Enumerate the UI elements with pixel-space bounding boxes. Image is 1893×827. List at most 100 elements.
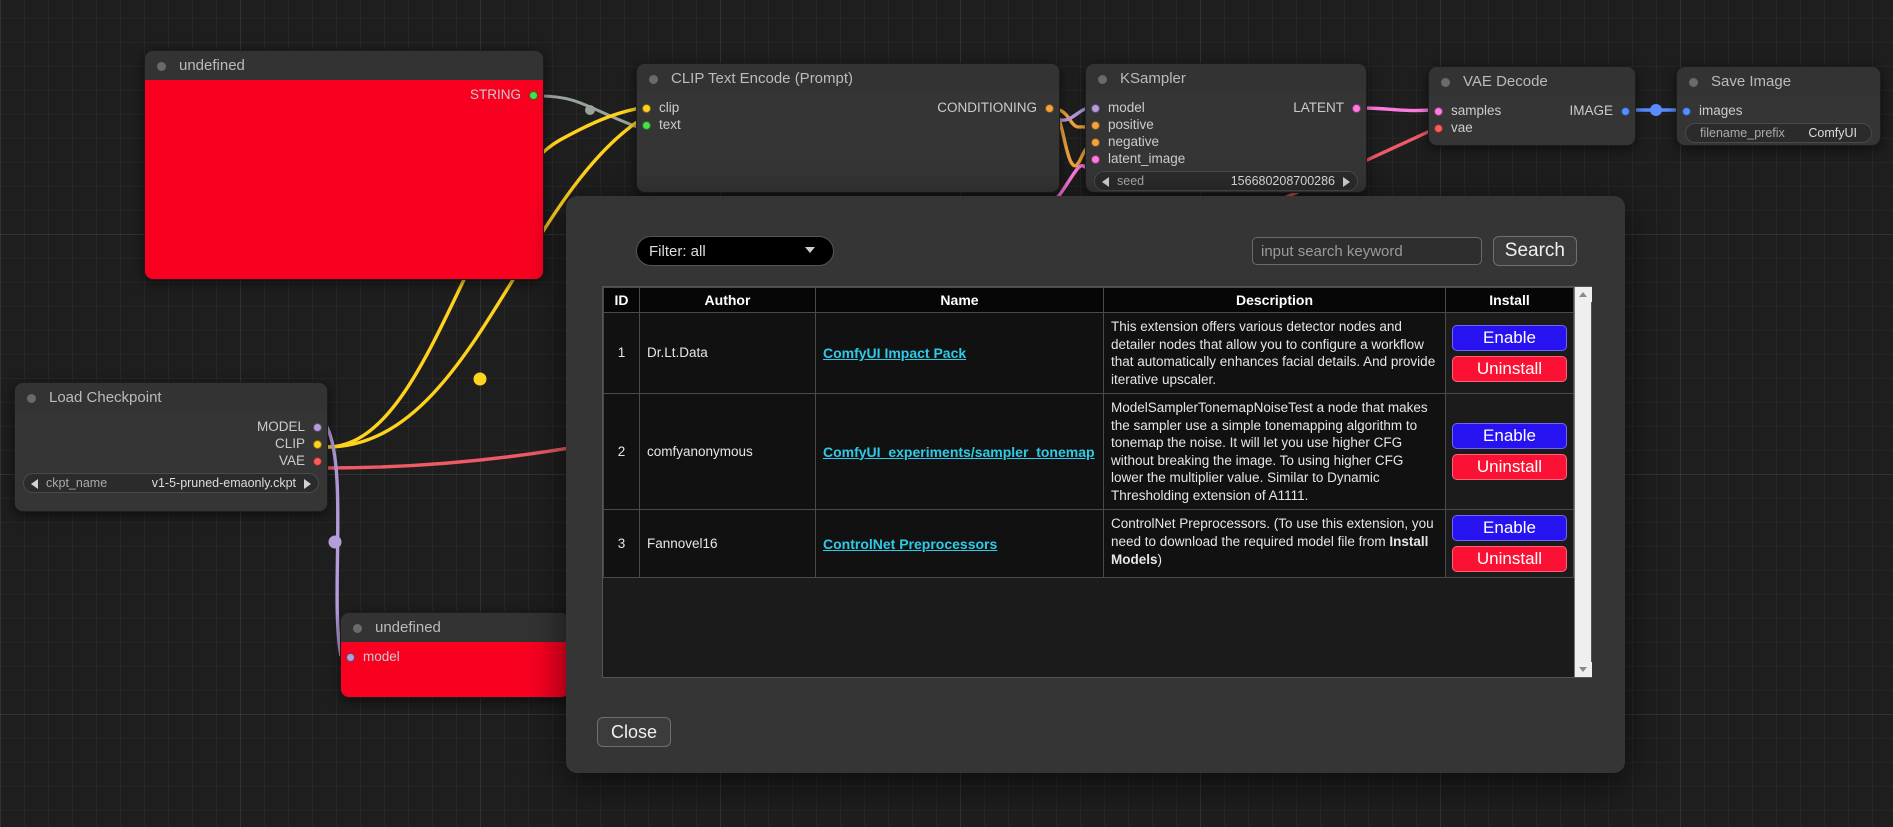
input-slot-samples[interactable]: samples <box>1429 102 1635 122</box>
node-collapse-icon[interactable] <box>1441 78 1450 87</box>
output-pin[interactable] <box>1352 104 1361 113</box>
input-slot-images[interactable]: images <box>1677 102 1880 122</box>
input-slot-latent_image[interactable]: latent_image <box>1086 150 1366 170</box>
node-slot-row: STRING <box>145 86 543 103</box>
widget-seed[interactable]: seed 156680208700286 <box>1094 171 1358 191</box>
extension-link[interactable]: ComfyUI Impact Pack <box>823 344 967 361</box>
output-pin[interactable] <box>313 440 322 449</box>
output-pin[interactable] <box>1621 107 1630 116</box>
table-row: 2 comfyanonymous ComfyUI_experiments/sampl… <box>603 393 1574 511</box>
input-pin[interactable] <box>1091 121 1100 130</box>
node-slot-row: positive <box>1086 116 1366 133</box>
input-slot-text[interactable]: text <box>637 116 1059 136</box>
node-title-label: undefined <box>179 57 245 74</box>
input-pin[interactable] <box>346 653 355 662</box>
output-pin[interactable] <box>529 91 538 100</box>
col-header-author: Author <box>639 287 816 313</box>
search-input[interactable] <box>1252 237 1482 265</box>
extension-link[interactable]: ControlNet Preprocessors <box>823 535 998 552</box>
node-slot-row: CLIP <box>15 435 327 452</box>
search-button[interactable]: Search <box>1492 236 1577 266</box>
output-slot-CLIP[interactable]: CLIP <box>15 435 327 455</box>
input-pin[interactable] <box>1091 138 1100 147</box>
cell-author: Fannovel16 <box>639 509 816 579</box>
node-vae-decode[interactable]: VAE Decode samples IMAGE vae <box>1428 66 1636 146</box>
node-body: images filename_prefix ComfyUI <box>1677 96 1880 145</box>
output-pin[interactable] <box>1045 104 1054 113</box>
output-slot-VAE[interactable]: VAE <box>15 452 327 472</box>
node-save-image[interactable]: Save Image images filename_prefix ComfyUI <box>1676 66 1881 146</box>
scroll-down-arrow-icon[interactable] <box>1575 662 1592 677</box>
slot-label: STRING <box>469 87 521 102</box>
decrement-arrow-icon[interactable] <box>1102 177 1109 187</box>
output-slot-STRING[interactable]: STRING <box>145 86 543 106</box>
input-slot-positive[interactable]: positive <box>1086 116 1366 136</box>
node-collapse-icon[interactable] <box>353 624 362 633</box>
node-clip-text-encode[interactable]: CLIP Text Encode (Prompt) clip CONDITIONIN… <box>636 63 1060 193</box>
increment-arrow-icon[interactable] <box>304 479 311 489</box>
extension-link[interactable]: ComfyUI_experiments/sampler_tonemap <box>823 443 1095 460</box>
output-slot-CONDITIONING[interactable]: CONDITIONING <box>637 99 1059 119</box>
input-slot-vae[interactable]: vae <box>1429 119 1635 139</box>
input-slot-clip[interactable]: clip <box>637 99 1059 119</box>
input-slot-negative[interactable]: negative <box>1086 133 1366 153</box>
slot-label: samples <box>1451 103 1502 118</box>
output-slot-MODEL[interactable]: MODEL <box>15 418 327 438</box>
slot-label: clip <box>659 100 680 115</box>
input-pin[interactable] <box>1091 155 1100 164</box>
col-header-install: Install <box>1445 287 1574 313</box>
output-pin[interactable] <box>313 423 322 432</box>
uninstall-button[interactable]: Uninstall <box>1452 546 1567 573</box>
scroll-up-arrow-icon[interactable] <box>1575 287 1592 302</box>
node-collapse-icon[interactable] <box>1689 78 1698 87</box>
node-collapse-icon[interactable] <box>649 75 658 84</box>
node-body: model LATENT positive negative latent_image s… <box>1086 93 1366 192</box>
slot-label: LATENT <box>1293 100 1344 115</box>
col-header-id: ID <box>603 287 640 313</box>
uninstall-button[interactable]: Uninstall <box>1452 355 1567 382</box>
table-body: 1 Dr.Lt.Data ComfyUI Impact Pack This exten… <box>603 311 1574 579</box>
input-slot-model[interactable]: model <box>1086 99 1366 119</box>
node-collapse-icon[interactable] <box>157 62 166 71</box>
node-ksampler[interactable]: KSampler model LATENT positive negative laten… <box>1085 63 1367 193</box>
output-slot-IMAGE[interactable]: IMAGE <box>1429 102 1635 122</box>
cell-description: This extension offers various detector n… <box>1103 311 1446 395</box>
node-collapse-icon[interactable] <box>1098 75 1107 84</box>
input-pin[interactable] <box>642 121 651 130</box>
widget-ckpt_name[interactable]: ckpt_name v1-5-pruned-emaonly.ckpt <box>23 473 319 493</box>
node-model-undefined[interactable]: undefined model <box>340 612 570 698</box>
filter-select[interactable]: Filter: allFilter: installedFilter: not-… <box>636 236 834 266</box>
input-pin[interactable] <box>1434 107 1443 116</box>
widget-name: seed <box>1117 174 1145 188</box>
input-pin[interactable] <box>1434 124 1443 133</box>
output-pin[interactable] <box>313 457 322 466</box>
node-title-label: undefined <box>375 619 441 636</box>
enable-button[interactable]: Enable <box>1452 515 1567 542</box>
widget-value: v1-5-pruned-emaonly.ckpt <box>151 476 296 490</box>
output-slot-LATENT[interactable]: LATENT <box>1086 99 1366 119</box>
node-collapse-icon[interactable] <box>27 394 36 403</box>
table-row: 1 Dr.Lt.Data ComfyUI Impact Pack This exten… <box>603 311 1574 395</box>
input-slot-model[interactable]: model <box>341 648 569 668</box>
close-button[interactable]: Close <box>597 717 672 747</box>
link-dot <box>328 535 342 549</box>
cell-name: ComfyUI Impact Pack <box>815 311 1104 395</box>
extensions-table-scrollarea[interactable]: ID Author Name Description Install 1 Dr.Lt.Da… <box>603 287 1574 677</box>
node-load-checkpoint[interactable]: Load Checkpoint MODEL CLIP VAE ckpt_name v1-5… <box>14 382 328 512</box>
decrement-arrow-icon[interactable] <box>31 479 38 489</box>
node-slot-row: images <box>1677 102 1880 119</box>
node-slot-row: clip CONDITIONING <box>637 99 1059 116</box>
table-scrollbar[interactable] <box>1574 287 1592 677</box>
table-header-row: ID Author Name Description Install <box>603 287 1574 313</box>
enable-button[interactable]: Enable <box>1452 423 1567 450</box>
cell-description: ControlNet Preprocessors. (To use this e… <box>1103 509 1446 579</box>
enable-button[interactable]: Enable <box>1452 324 1567 351</box>
node-slot-row: model LATENT <box>1086 99 1366 116</box>
increment-arrow-icon[interactable] <box>1343 177 1350 187</box>
input-pin[interactable] <box>1682 107 1691 116</box>
input-pin[interactable] <box>1091 104 1100 113</box>
node-string-undefined[interactable]: undefined STRING <box>144 50 544 280</box>
widget-filename_prefix[interactable]: filename_prefix ComfyUI <box>1685 123 1872 143</box>
uninstall-button[interactable]: Uninstall <box>1452 454 1567 481</box>
input-pin[interactable] <box>642 104 651 113</box>
